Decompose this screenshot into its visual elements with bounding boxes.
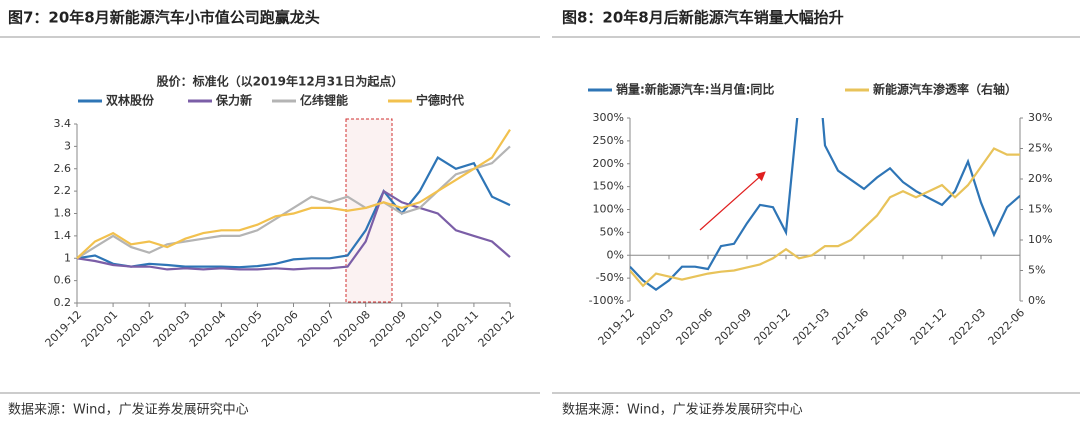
x-tick-label: 2020-10 — [403, 308, 445, 350]
x-tick-label: 2020-05 — [223, 308, 265, 350]
series-line — [76, 156, 511, 269]
x-tick-label: 2020-01 — [79, 308, 121, 350]
series-line — [630, 147, 1020, 288]
x-tick-label: 2020-12 — [752, 306, 794, 348]
y-tick-label: 150% — [593, 180, 624, 193]
x-tick-label: 2021-09 — [869, 306, 911, 348]
series-line — [76, 189, 511, 271]
x-tick-label: 2019-12 — [43, 308, 85, 350]
x-tick-label: 2020-03 — [635, 306, 677, 348]
x-tick-label: 2021-06 — [830, 306, 872, 348]
y-tick-label: 0% — [607, 248, 624, 261]
series-line — [76, 129, 511, 260]
legend-label: 亿纬锂能 — [300, 93, 348, 108]
x-tick-label: 2022-06 — [986, 306, 1028, 348]
x-tick-label: 2020-06 — [674, 306, 716, 348]
y2-tick-label: 0% — [1028, 294, 1045, 307]
trend-arrow — [699, 171, 766, 231]
y-tick-label: 3.4 — [54, 117, 72, 130]
y-tick-label: 0.6 — [54, 274, 72, 287]
x-tick-label: 2021-12 — [908, 306, 950, 348]
chart-title: 图7：20年8月新能源汽车小市值公司跑赢龙头 — [8, 9, 320, 27]
chart-title: 图8：20年8月后新能源汽车销量大幅抬升 — [562, 9, 844, 27]
x-tick-label: 2020-11 — [439, 308, 481, 350]
y-tick-label: 0.2 — [54, 296, 72, 309]
x-tick-label: 2020-02 — [115, 308, 157, 350]
legend-label: 宁德时代 — [416, 93, 464, 108]
y-tick-label: 1.4 — [54, 229, 72, 242]
source-note: 数据来源：Wind，广发证券发展研究中心 — [8, 402, 249, 418]
y-tick-label: 50% — [600, 225, 624, 238]
x-tick-label: 2020-12 — [476, 308, 518, 350]
x-tick-label: 2020-07 — [295, 308, 337, 350]
x-tick-label: 2022-03 — [947, 306, 989, 348]
y-tick-label: 100% — [593, 203, 624, 216]
legend-label: 双林股份 — [106, 93, 155, 108]
y-tick-label: -100% — [589, 294, 624, 307]
legend-label: 新能源汽车渗透率（右轴） — [873, 82, 1017, 97]
x-tick-label: 2020-06 — [259, 308, 301, 350]
y2-tick-label: 5% — [1028, 264, 1045, 277]
y-tick-label: 300% — [593, 111, 624, 124]
x-tick-label: 2020-09 — [713, 306, 755, 348]
x-tick-label: 2019-12 — [596, 306, 638, 348]
x-tick-label: 2021-03 — [791, 306, 833, 348]
chart-subtitle: 股价：标准化（以2019年12月31日为起点） — [157, 74, 404, 89]
legend-label: 保力新 — [215, 93, 252, 108]
y-tick-label: 1 — [64, 251, 71, 264]
x-tick-label: 2020-09 — [367, 308, 409, 350]
x-tick-label: 2020-08 — [331, 308, 373, 350]
y2-tick-label: 15% — [1028, 203, 1052, 216]
source-note: 数据来源：Wind，广发证券发展研究中心 — [562, 402, 803, 418]
y2-tick-label: 10% — [1028, 233, 1052, 246]
y-tick-label: 3 — [64, 139, 71, 152]
y-tick-label: 250% — [593, 134, 624, 147]
y-tick-label: 2.2 — [54, 184, 72, 197]
y2-tick-label: 30% — [1028, 111, 1052, 124]
x-tick-label: 2020-04 — [187, 308, 229, 350]
legend-label: 销量:新能源汽车:当月值:同比 — [616, 82, 774, 97]
y-tick-label: -50% — [596, 271, 624, 284]
series-line — [630, 118, 1020, 291]
x-tick-label: 2020-03 — [151, 308, 193, 350]
y2-tick-label: 20% — [1028, 172, 1052, 185]
y-tick-label: 200% — [593, 157, 624, 170]
y-tick-label: 2.6 — [54, 162, 72, 175]
y2-tick-label: 25% — [1028, 142, 1052, 155]
y-tick-label: 1.8 — [54, 207, 72, 220]
